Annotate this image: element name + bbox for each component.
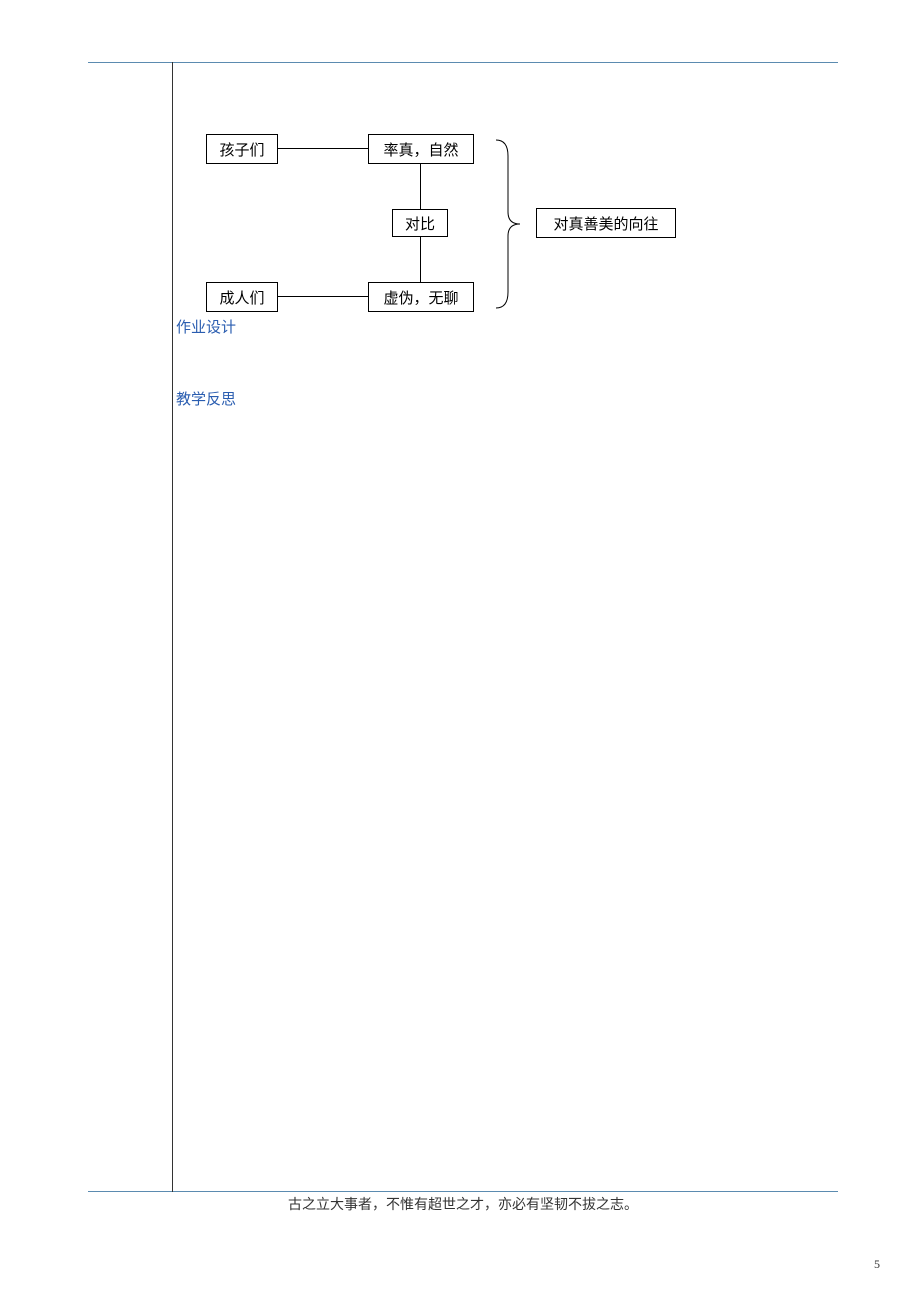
- column-divider: [172, 62, 173, 1192]
- node-hypocrisy: 虚伪，无聊: [368, 282, 474, 312]
- node-sincere: 率真，自然: [368, 134, 474, 164]
- concept-diagram: 孩子们 率真，自然 对比 成人们 虚伪，无聊 对真善美的向往: [174, 124, 734, 344]
- node-adults: 成人们: [206, 282, 278, 312]
- page-frame: 孩子们 率真，自然 对比 成人们 虚伪，无聊 对真善美的向往 作业设计 教学反思…: [88, 62, 838, 1192]
- edge-adults-hypocrisy: [278, 296, 368, 297]
- brace-icon: [490, 136, 530, 312]
- edge-sincere-contrast: [420, 164, 421, 209]
- reflection-label: 教学反思: [176, 388, 236, 409]
- node-contrast: 对比: [392, 209, 448, 237]
- content-area: 孩子们 率真，自然 对比 成人们 虚伪，无聊 对真善美的向往 作业设计 教学反思: [174, 62, 838, 1192]
- edge-contrast-hypocrisy: [420, 237, 421, 282]
- page-number: 5: [874, 1257, 880, 1272]
- edge-children-sincere: [278, 148, 368, 149]
- node-yearning: 对真善美的向往: [536, 208, 676, 238]
- homework-label: 作业设计: [176, 316, 236, 337]
- footer-quote: 古之立大事者，不惟有超世之才，亦必有坚韧不拔之志。: [88, 1194, 838, 1214]
- node-children: 孩子们: [206, 134, 278, 164]
